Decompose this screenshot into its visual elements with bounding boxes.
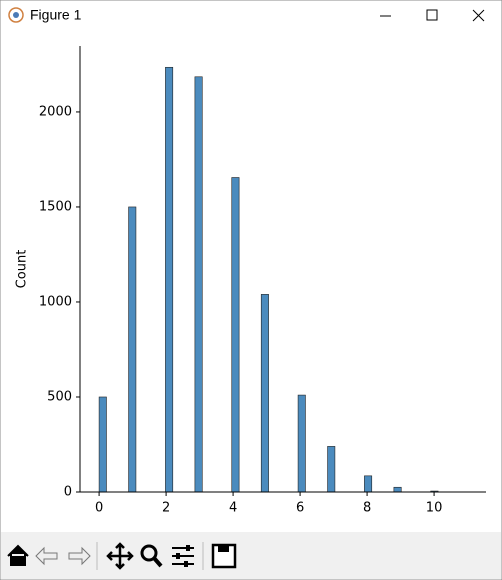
app-icon bbox=[8, 7, 24, 23]
x-tick-label: 10 bbox=[426, 501, 443, 516]
y-tick-label: 1000 bbox=[39, 294, 72, 309]
x-tick-label: 8 bbox=[363, 501, 371, 516]
forward-button[interactable] bbox=[68, 546, 91, 566]
zoom-button[interactable] bbox=[140, 544, 158, 562]
histogram-bar bbox=[98, 396, 107, 493]
y-tick-label: 500 bbox=[47, 389, 72, 404]
app-icon-core bbox=[13, 12, 19, 18]
y-tick-label: 1500 bbox=[39, 199, 72, 214]
x-tick-label: 0 bbox=[95, 501, 103, 516]
home-button[interactable] bbox=[7, 544, 29, 566]
histogram-bar bbox=[231, 177, 240, 493]
back-button[interactable] bbox=[35, 546, 58, 566]
pan-button[interactable] bbox=[106, 542, 134, 570]
histogram-bar bbox=[327, 446, 336, 493]
y-axis-label: Count bbox=[15, 250, 30, 289]
histogram-bar bbox=[393, 486, 402, 493]
y-tick-label: 2000 bbox=[39, 104, 72, 119]
y-tick-label: 0 bbox=[64, 485, 72, 500]
toolbar bbox=[1, 532, 501, 579]
configure-button[interactable] bbox=[172, 547, 194, 565]
maximize-button[interactable] bbox=[426, 9, 438, 21]
histogram-bar bbox=[297, 394, 306, 493]
histogram-bar bbox=[194, 76, 203, 493]
x-tick-label: 4 bbox=[229, 501, 237, 516]
title-bar: Figure 1 bbox=[8, 7, 485, 23]
histogram-bar bbox=[128, 206, 137, 493]
close-button[interactable] bbox=[472, 9, 485, 22]
histogram-bar bbox=[260, 294, 269, 493]
histogram-bar bbox=[364, 475, 373, 493]
window-title: Figure 1 bbox=[30, 7, 82, 23]
x-tick-label: 6 bbox=[296, 501, 304, 516]
histogram-bar bbox=[165, 66, 174, 493]
plot-area: 0 500 1000 1500 2000 0 2 4 6 8 10 Count bbox=[15, 46, 486, 516]
x-tick-label: 2 bbox=[162, 501, 170, 516]
